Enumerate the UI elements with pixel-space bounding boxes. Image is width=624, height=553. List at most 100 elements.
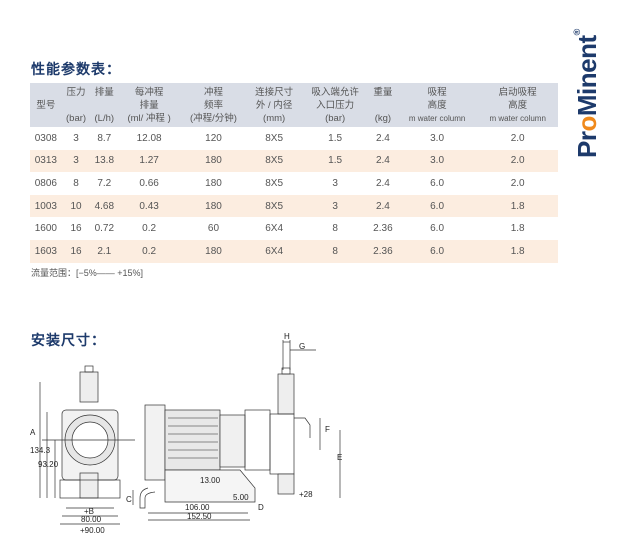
column-header-line: (bar) — [325, 112, 346, 124]
column-header-line: 压力 — [66, 86, 86, 98]
label-h: H — [284, 332, 290, 341]
performance-table: 型号 压力 (bar) 排量 (L/h) 每冲程 排量 (ml/ 冲程 ) 冲程 频率 (冲程/… — [30, 83, 558, 263]
column-header-line: 排量 — [139, 99, 159, 111]
column-header-line: 排量 — [94, 86, 114, 98]
table-cell: 1.5 — [301, 149, 370, 173]
column-header-line: 连接尺寸 — [255, 86, 294, 98]
column-header-line: 每冲程 — [134, 86, 164, 98]
column-header: 吸程 高度 m water column — [396, 83, 478, 127]
table-cell: 2.4 — [375, 177, 390, 189]
table-cell: 3.0 — [396, 149, 478, 173]
table-cell: 6.0 — [396, 194, 478, 218]
table-cell: 0.66 — [139, 177, 159, 189]
table-cell: 0.2 — [142, 223, 157, 235]
label-d: D — [258, 503, 264, 512]
table-cell: 2.0 — [510, 177, 525, 189]
table-cell: 16 — [70, 223, 82, 235]
column-header-line: 重量 — [373, 86, 393, 98]
column-header-line: m water column — [489, 113, 546, 123]
table-cell: 2.0 — [477, 149, 558, 173]
table-cell: 8X5 — [247, 194, 302, 218]
table-cell: 1.8 — [510, 223, 525, 235]
front-view-drawing — [39, 365, 135, 525]
table-cell: 3 — [73, 132, 79, 144]
table-row: 0806 8 7.2 0.66 180 8X5 3 2.4 6.0 2.0 — [30, 172, 558, 195]
table-cell: 8X5 — [265, 177, 284, 189]
table-cell: 8 — [332, 223, 338, 235]
table-cell: 2.36 — [373, 223, 393, 235]
table-cell: 0806 — [34, 177, 57, 189]
column-header-line: 启动吸程 — [498, 86, 537, 98]
table-cell: 3.0 — [430, 132, 445, 144]
table-cell: 3 — [301, 194, 370, 218]
table-cell: 1.27 — [118, 149, 180, 173]
table-cell: 2.0 — [510, 132, 525, 144]
table-cell: 6.0 — [396, 239, 478, 263]
column-header-line — [62, 99, 91, 112]
table-cell: 4.68 — [90, 194, 119, 218]
column-header-line: (L/h) — [94, 112, 115, 124]
table-cell: 0.2 — [118, 239, 180, 263]
label-e: E — [337, 453, 342, 462]
table-cell: 6.0 — [430, 223, 445, 235]
column-header: 连接尺寸外 / 内径 (mm) — [247, 83, 302, 127]
column-header-line: (冲程/分钟) — [190, 112, 237, 124]
table-cell: 7.2 — [97, 177, 112, 189]
table-cell: 0.43 — [118, 194, 180, 218]
column-header: 每冲程 排量 (ml/ 冲程 ) — [118, 83, 180, 127]
table-cell: 1003 — [30, 194, 62, 218]
table-cell: 2.36 — [369, 239, 397, 263]
label-a: A — [30, 428, 36, 437]
column-header-line — [369, 99, 397, 112]
table-row: 0308 3 8.7 12.08 120 8X5 1.5 2.4 3.0 2.0 — [30, 127, 558, 150]
table-cell: 8X5 — [247, 149, 302, 173]
column-header-line: (mm) — [263, 112, 286, 124]
table-cell: 8 — [301, 239, 370, 263]
table-cell: 1.5 — [328, 132, 343, 144]
column-header-line: (kg) — [374, 112, 392, 124]
table-row: 1603 16 2.1 0.2 180 6X4 8 2.36 6.0 1.8 — [30, 239, 558, 263]
label-13: 13.00 — [200, 476, 221, 485]
table-cell: 8.7 — [97, 132, 112, 144]
label-5: 5.00 — [233, 493, 249, 502]
table-cell: 3 — [332, 177, 338, 189]
table-cell: 0.72 — [94, 223, 115, 235]
installation-title: 安装尺寸： — [31, 332, 106, 348]
flow-range-note: 流量范围：[−5%—— +15%] — [31, 268, 144, 278]
table-cell: 6X4 — [265, 223, 284, 235]
label-106: 106.00 — [185, 503, 210, 512]
column-header-line: (ml/ 冲程 ) — [127, 112, 171, 124]
table-row: 1600 16 0.72 0.2 60 6X4 8 2.36 6.0 1.8 — [30, 217, 558, 240]
table-cell: 3 — [61, 149, 91, 173]
table-cell: 1.8 — [477, 194, 558, 218]
column-header-line: 型号 — [36, 99, 56, 111]
table-cell: 1600 — [34, 223, 57, 235]
column-header-line: 频率 — [203, 99, 223, 111]
table-cell: 13.8 — [90, 149, 119, 173]
label-f: F — [325, 425, 330, 434]
column-header-line — [90, 99, 118, 112]
label-134: 134.3 — [30, 446, 51, 455]
table-cell: 6X4 — [247, 239, 302, 263]
table-cell: 2.4 — [369, 194, 397, 218]
table-cell: 120 — [205, 132, 222, 144]
column-header-line: (bar) — [66, 112, 87, 124]
column-header: 冲程 频率 (冲程/分钟) — [179, 83, 247, 127]
table-cell: 0313 — [30, 149, 62, 173]
table-cell: 180 — [179, 149, 247, 173]
prominent-logo: ProMinent® — [572, 29, 602, 158]
table-row: 0313 3 13.8 1.27 180 8X5 1.5 2.4 3.0 2.0 — [30, 149, 558, 173]
table-cell: 180 — [205, 177, 222, 189]
table-cell: 8 — [73, 177, 79, 189]
column-header: 压力 (bar) — [61, 83, 91, 127]
table-cell: 16 — [61, 239, 91, 263]
table-cell: 6.0 — [430, 177, 445, 189]
label-80: 80.00 — [81, 515, 102, 524]
table-cell: 2.4 — [369, 149, 397, 173]
column-header-line: 外 / 内径 — [255, 99, 293, 111]
label-28: +28 — [299, 490, 313, 499]
label-152: 152.50 — [187, 512, 212, 521]
label-90: +90.00 — [80, 526, 105, 535]
column-header-line: 高度 — [427, 99, 447, 111]
table-cell: 12.08 — [136, 132, 162, 144]
